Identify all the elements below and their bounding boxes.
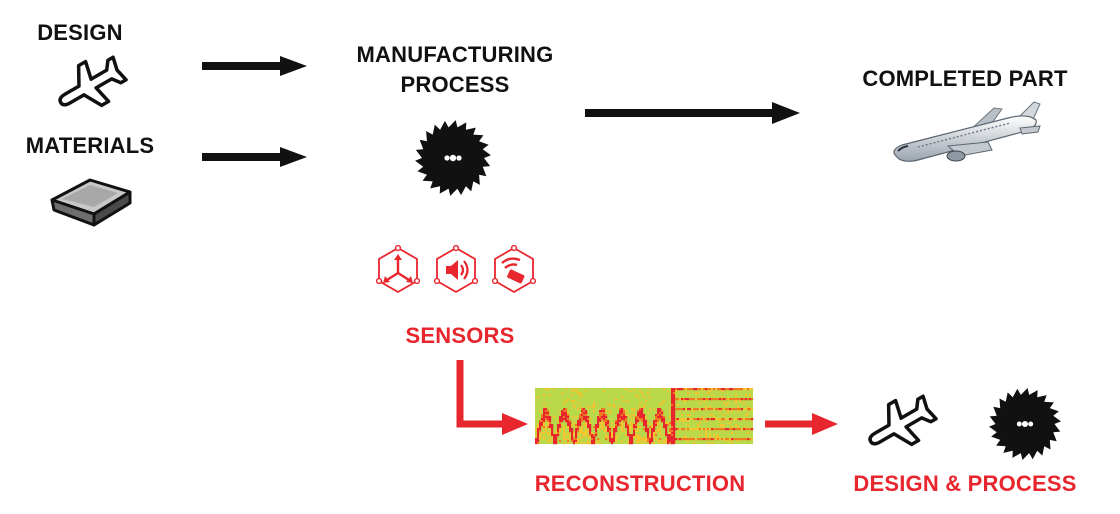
- spectrogram-image: [535, 388, 754, 445]
- reconstruction-label: RECONSTRUCTION: [534, 471, 746, 496]
- airplane-outline-icon-small: [868, 394, 938, 447]
- saw-blade-icon-small: [988, 387, 1062, 461]
- saw-blade-icon: [415, 120, 491, 196]
- metal-ingot-icon: [50, 178, 132, 227]
- process-label: PROCESS: [400, 72, 510, 97]
- airplane-outline-icon: [58, 55, 128, 108]
- wireless-signal-icon: [491, 244, 537, 294]
- design-process-label: DESIGN & PROCESS: [853, 471, 1077, 496]
- completed-part-label: COMPLETED PART: [862, 66, 1068, 91]
- accelerometer-axes-icon: [375, 244, 421, 294]
- sensors-label: SENSORS: [405, 323, 515, 348]
- speaker-sound-icon: [433, 244, 479, 294]
- manufacturing-label: MANUFACTURING: [356, 42, 554, 67]
- materials-label: MATERIALS: [25, 133, 155, 158]
- design-label: DESIGN: [37, 20, 123, 45]
- airliner-icon: [893, 101, 1041, 162]
